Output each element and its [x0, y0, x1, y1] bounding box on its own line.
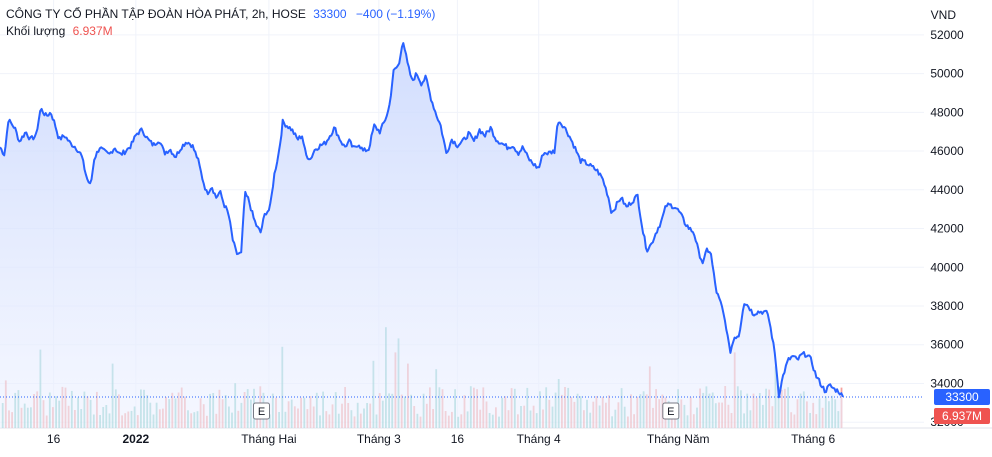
x-tick-label: Tháng 6: [791, 432, 835, 446]
y-tick-label: 50000: [930, 67, 964, 81]
event-marker-label: E: [258, 406, 265, 418]
x-tick-label: Tháng Hai: [241, 432, 296, 446]
event-marker-box: [662, 402, 680, 420]
y-tick-label: 42000: [930, 222, 964, 236]
volume-label[interactable]: Khối lượng: [6, 24, 66, 38]
volume-value: 6.937M: [72, 24, 113, 38]
y-tick-label: 48000: [930, 105, 964, 119]
currency-label: VND: [930, 8, 956, 22]
y-tick-label: 34000: [930, 376, 964, 390]
symbol-title[interactable]: CÔNG TY CỔ PHẦN TẬP ĐOÀN HÒA PHÁT, 2h, H…: [6, 7, 306, 21]
earnings-event-marker[interactable]: E: [662, 402, 680, 420]
y-tick-label: 44000: [930, 183, 964, 197]
volume-badge: 6.937M: [934, 408, 990, 424]
y-tick-label: 36000: [930, 338, 964, 352]
y-tick-label: 38000: [930, 299, 964, 313]
time-axis[interactable]: 16 2022 Tháng Hai Tháng 3 16 Tháng 4 Tháng Năm…: [47, 432, 836, 446]
chart-legend: CÔNG TY CỔ PHẦN TẬP ĐOÀN HÒA PHÁT, 2h, H…: [6, 6, 435, 40]
last-price-value: 33300: [313, 7, 347, 21]
x-tick-label: 16: [451, 432, 465, 446]
last-price-badge: 33300: [934, 389, 990, 405]
event-marker-box: [252, 402, 270, 420]
y-tick-label: 46000: [930, 144, 964, 158]
x-tick-label: 16: [47, 432, 61, 446]
earnings-event-marker[interactable]: E: [252, 402, 270, 420]
price-change: −400 (−1.19%): [355, 7, 436, 21]
event-marker-label: E: [667, 406, 674, 418]
price-line: [0, 42, 844, 399]
x-tick-label: Tháng 3: [357, 432, 401, 446]
y-tick-label: 52000: [930, 28, 964, 42]
price-area-fill: [0, 43, 843, 428]
y-tick-label: 40000: [930, 260, 964, 274]
price-axis[interactable]: 52000 50000 48000 46000 44000 42000 40000 38000…: [930, 28, 964, 429]
x-tick-label: 2022: [122, 432, 149, 446]
x-tick-label: Tháng Năm: [647, 432, 710, 446]
x-tick-label: Tháng 4: [517, 432, 561, 446]
